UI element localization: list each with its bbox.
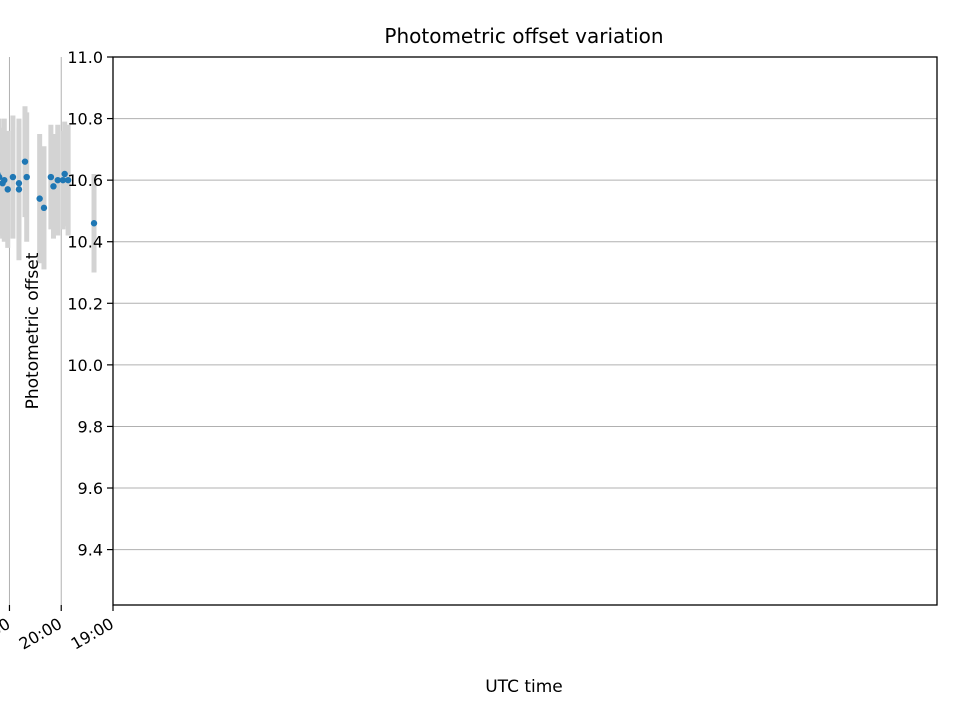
data-point (90, 220, 98, 227)
data-point (21, 158, 29, 165)
data-point (64, 176, 72, 184)
errorbar-layer (0, 106, 97, 273)
data-point (0, 173, 3, 181)
data-point (61, 170, 68, 178)
x-tick-label: 21:00 (0, 614, 13, 654)
data-point (40, 204, 48, 212)
y-tick-label: 9.8 (78, 417, 103, 436)
grid-layer (8, 56, 937, 605)
y-tick-label: 10.6 (67, 171, 103, 190)
data-point (23, 173, 30, 181)
data-point (0, 172, 1, 176)
data-point (36, 195, 43, 202)
y-tick-label: 10.4 (67, 233, 103, 252)
y-tick-label: 9.6 (78, 479, 103, 498)
y-axis-label: Photometric offset (23, 252, 43, 409)
point-layer (0, 158, 98, 227)
data-point (0, 180, 6, 187)
data-point (15, 180, 23, 187)
data-point (47, 173, 55, 181)
x-axis-label: UTC time (485, 677, 563, 697)
y-tick-label: 11.0 (67, 48, 103, 67)
x-tick-label: 19:00 (68, 614, 117, 654)
chart-title: Photometric offset variation (384, 24, 663, 48)
data-point (50, 183, 57, 190)
plot-frame (112, 56, 938, 606)
y-tick-label: 10.0 (67, 356, 103, 375)
data-point (15, 186, 23, 193)
data-point (4, 186, 11, 193)
y-tick-label: 10.2 (67, 294, 103, 313)
data-point (54, 176, 61, 184)
data-point (59, 176, 67, 184)
x-tick-label: 20:00 (16, 614, 65, 654)
data-point (9, 173, 17, 181)
tick-layer: 19:0020:0021:0022:0023:0000:0001:0002:00… (0, 48, 117, 654)
y-tick-label: 10.8 (67, 110, 103, 129)
y-tick-label: 9.4 (78, 541, 103, 560)
